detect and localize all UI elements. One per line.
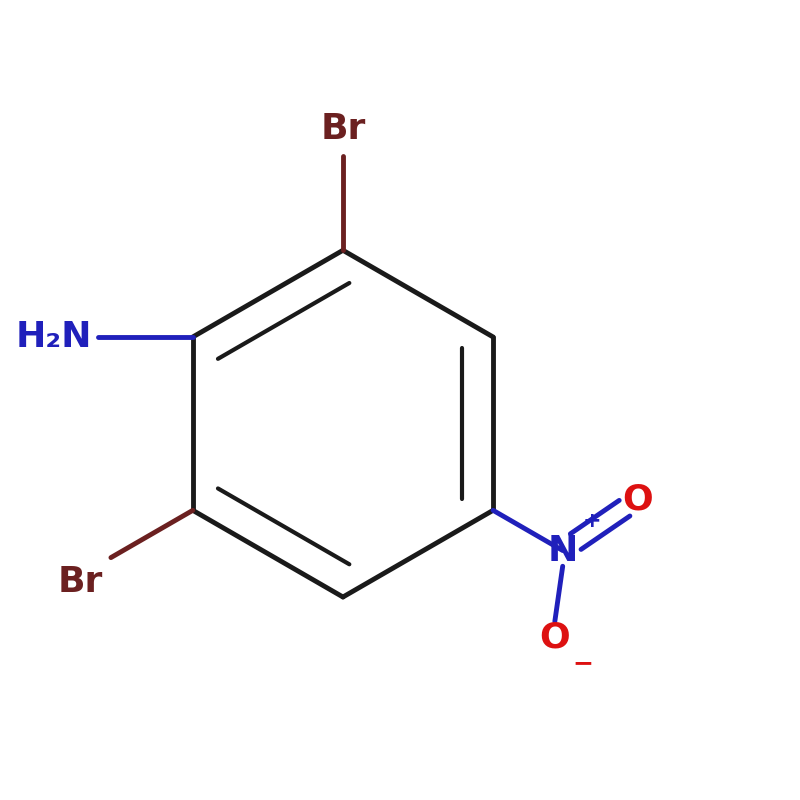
Text: −: − [572,651,593,675]
Text: Br: Br [58,566,103,599]
Text: O: O [622,482,653,516]
Text: Br: Br [320,112,366,146]
Text: O: O [539,620,570,654]
Text: N: N [547,534,578,567]
Text: H₂N: H₂N [15,320,92,354]
Text: +: + [582,511,601,531]
